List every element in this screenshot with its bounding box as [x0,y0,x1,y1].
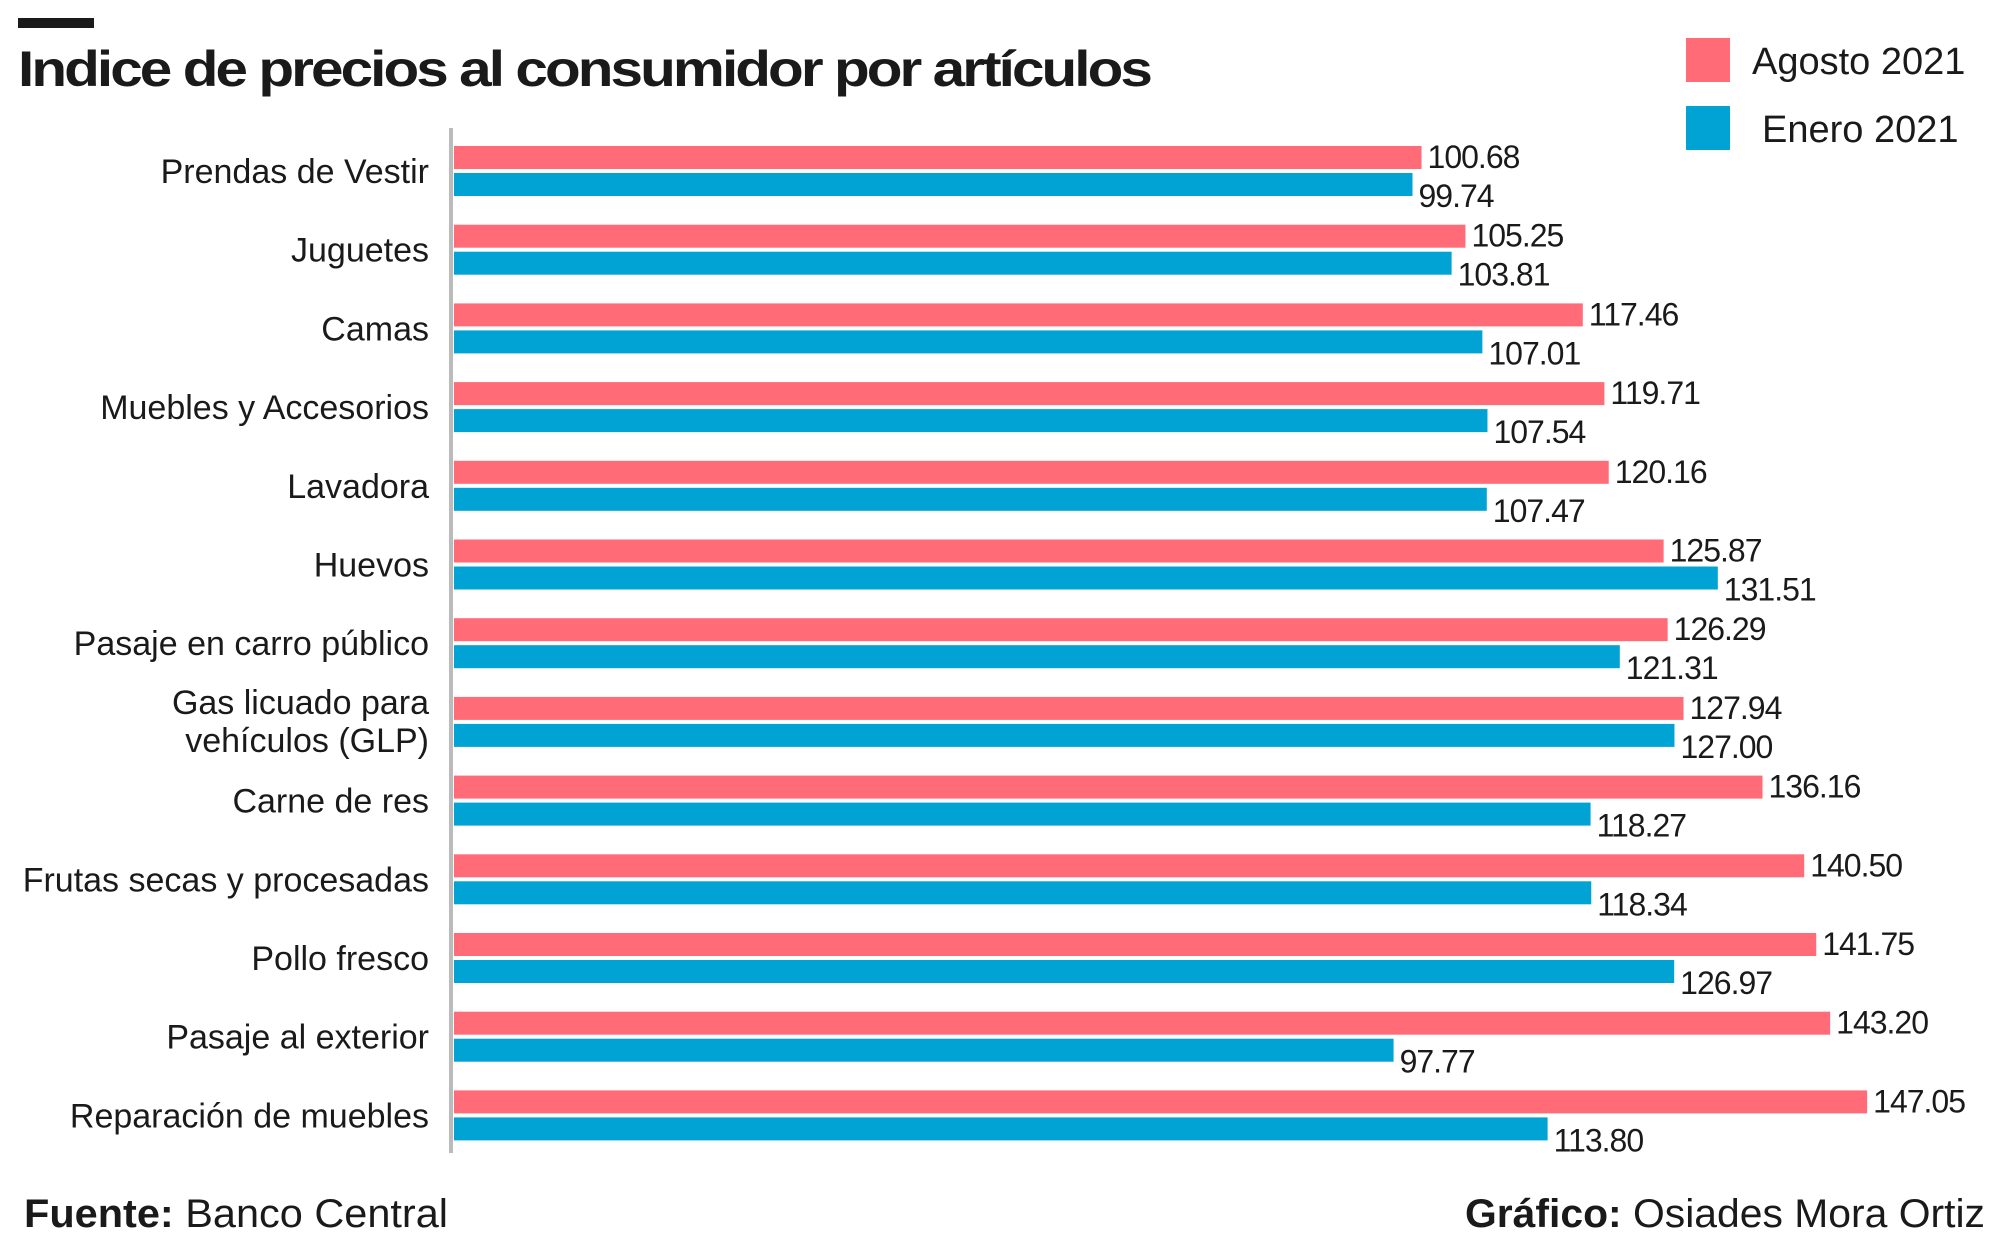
bar-enero [454,881,1592,905]
value-label: 140.50 [1810,847,1902,883]
chart-title: Indice de precios al consumidor por artí… [18,41,1151,97]
bar-enero [454,173,1413,196]
value-label: 107.47 [1493,493,1585,529]
bar-agosto [454,1011,1831,1035]
category-label: Lavadora [287,468,429,506]
footer-credit: Gráfico: Osiades Mora Ortiz [1465,1192,1985,1236]
category-label: Carne de res [232,783,429,821]
category-label: Pollo fresco [251,940,429,978]
value-label: 147.05 [1873,1083,1965,1119]
legend-swatch [1686,106,1730,150]
value-label: 125.87 [1670,533,1762,569]
bar-agosto [454,382,1605,406]
bar-enero [454,723,1675,747]
bar-enero [454,330,1483,354]
bar-enero [454,566,1718,590]
value-label: 136.16 [1768,769,1860,805]
value-label: 107.01 [1488,335,1580,371]
bar-enero [454,1038,1394,1062]
bar-agosto [454,618,1668,642]
bar-agosto [454,303,1583,327]
value-label: 120.16 [1615,454,1707,490]
bar-enero [454,409,1488,433]
credit-label: Gráfico: [1465,1192,1622,1236]
source-value: Banco Central [174,1192,448,1236]
bar-enero [454,1117,1548,1141]
footer-source: Fuente: Banco Central [24,1192,448,1236]
value-label: 131.51 [1724,572,1816,608]
legend-label: Enero 2021 [1762,109,1959,151]
legend-swatch [1686,38,1730,82]
category-label: Camas [321,310,429,348]
category-label: Pasaje en carro público [74,625,429,663]
bar-agosto [454,696,1684,720]
category-label: Muebles y Accesorios [100,389,429,427]
value-label: 107.54 [1493,414,1585,450]
category-label: Gas licuado para [172,684,429,722]
value-label: 100.68 [1428,139,1520,175]
bar-agosto [454,539,1664,563]
category-label: Pasaje al exterior [166,1019,429,1057]
value-label: 143.20 [1836,1005,1928,1041]
bar-agosto [454,146,1422,169]
value-label: 127.00 [1680,729,1772,765]
category-label: Huevos [314,547,429,585]
title-accent-bar [18,18,94,28]
legend: Agosto 2021 Enero 2021 [1686,38,1965,151]
bar-agosto [454,1090,1868,1114]
bar-enero [454,802,1591,826]
bar-enero [454,960,1675,983]
source-label: Fuente: [24,1192,174,1236]
value-label: 103.81 [1458,257,1550,293]
category-label: Reparación de muebles [70,1097,429,1135]
bar-agosto [454,854,1805,878]
value-label: 113.80 [1554,1122,1644,1158]
value-label: 126.29 [1674,611,1766,647]
bar-agosto [454,224,1466,248]
bar-agosto [454,933,1817,956]
value-label: 127.94 [1690,690,1782,726]
value-label: 119.71 [1610,375,1700,411]
category-label: Juguetes [291,232,429,270]
credit-value: Osiades Mora Ortiz [1622,1192,1985,1236]
value-label: 105.25 [1471,218,1563,254]
value-label: 126.97 [1680,965,1772,1001]
value-label: 141.75 [1822,926,1914,962]
value-label: 99.74 [1419,178,1494,214]
value-label: 118.27 [1597,808,1687,844]
bar-enero [454,645,1620,669]
bar-agosto [454,775,1763,799]
value-label: 118.34 [1597,886,1687,922]
bar-agosto [454,460,1609,484]
bar-enero [454,251,1452,275]
value-label: 97.77 [1400,1044,1475,1080]
category-label: Frutas secas y procesadas [23,861,429,899]
value-label: 121.31 [1626,650,1718,686]
legend-label: Agosto 2021 [1752,41,1965,83]
bar-enero [454,487,1487,511]
category-label: vehículos (GLP) [185,722,429,760]
category-label: Prendas de Vestir [161,153,429,191]
value-label: 117.46 [1589,296,1679,332]
